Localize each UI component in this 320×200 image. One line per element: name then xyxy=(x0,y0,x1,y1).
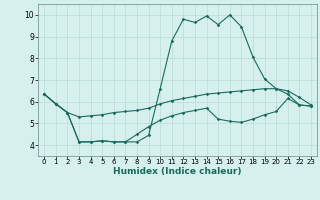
X-axis label: Humidex (Indice chaleur): Humidex (Indice chaleur) xyxy=(113,167,242,176)
